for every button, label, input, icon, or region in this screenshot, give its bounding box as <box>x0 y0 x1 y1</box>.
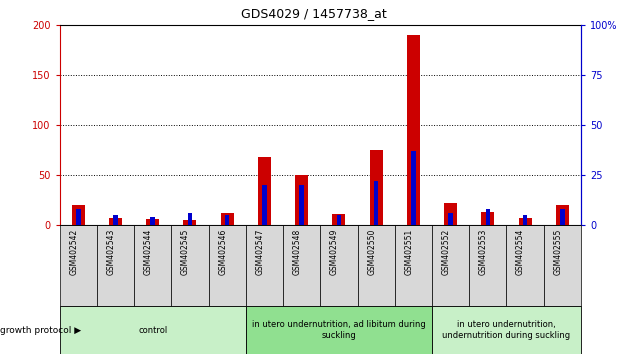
Text: GSM402549: GSM402549 <box>330 229 339 275</box>
Text: GSM402543: GSM402543 <box>107 229 116 275</box>
Text: GDS4029 / 1457738_at: GDS4029 / 1457738_at <box>241 7 387 21</box>
Bar <box>72 205 85 225</box>
Bar <box>188 213 192 225</box>
Text: GSM402555: GSM402555 <box>553 229 562 275</box>
Bar <box>485 209 490 225</box>
Bar <box>544 225 581 306</box>
Bar <box>522 215 528 225</box>
Bar <box>171 225 208 306</box>
Bar <box>60 306 246 354</box>
Bar <box>556 205 569 225</box>
Bar <box>506 225 544 306</box>
Bar <box>246 225 283 306</box>
Bar <box>97 225 134 306</box>
Bar <box>208 225 246 306</box>
Text: GSM402552: GSM402552 <box>441 229 451 275</box>
Bar <box>225 215 229 225</box>
Bar <box>183 220 197 225</box>
Bar <box>432 225 469 306</box>
Text: in utero undernutrition,
undernutrition during suckling: in utero undernutrition, undernutrition … <box>442 320 570 340</box>
Bar <box>395 225 432 306</box>
Text: GSM402544: GSM402544 <box>144 229 153 275</box>
Bar <box>560 209 565 225</box>
Bar <box>432 306 581 354</box>
Bar <box>109 218 122 225</box>
Text: growth protocol ▶: growth protocol ▶ <box>0 326 81 335</box>
Bar <box>337 215 341 225</box>
Text: GSM402542: GSM402542 <box>69 229 78 275</box>
Text: GSM402554: GSM402554 <box>516 229 525 275</box>
Bar <box>320 225 357 306</box>
Text: GSM402546: GSM402546 <box>218 229 227 275</box>
Bar <box>151 217 155 225</box>
Text: GSM402545: GSM402545 <box>181 229 190 275</box>
Text: in utero undernutrition, ad libitum during
suckling: in utero undernutrition, ad libitum duri… <box>252 320 426 340</box>
Bar <box>411 151 416 225</box>
Text: GSM402551: GSM402551 <box>404 229 413 275</box>
Bar <box>283 225 320 306</box>
Bar <box>300 185 304 225</box>
Text: GSM402550: GSM402550 <box>367 229 376 275</box>
Bar <box>258 157 271 225</box>
Bar <box>444 203 457 225</box>
Bar <box>448 213 453 225</box>
Bar <box>370 150 382 225</box>
Bar <box>481 212 494 225</box>
Bar <box>220 213 234 225</box>
Bar <box>374 181 379 225</box>
Bar <box>407 35 420 225</box>
Bar <box>262 185 267 225</box>
Bar <box>60 225 97 306</box>
Text: GSM402548: GSM402548 <box>293 229 301 275</box>
Bar <box>357 225 395 306</box>
Text: GSM402553: GSM402553 <box>479 229 488 275</box>
Bar <box>113 215 118 225</box>
Bar <box>519 218 531 225</box>
Bar <box>332 214 345 225</box>
Bar <box>134 225 171 306</box>
Bar <box>76 209 80 225</box>
Text: GSM402547: GSM402547 <box>256 229 264 275</box>
Bar <box>295 175 308 225</box>
Bar <box>246 306 432 354</box>
Text: control: control <box>138 326 168 335</box>
Bar <box>146 219 160 225</box>
Bar <box>469 225 506 306</box>
